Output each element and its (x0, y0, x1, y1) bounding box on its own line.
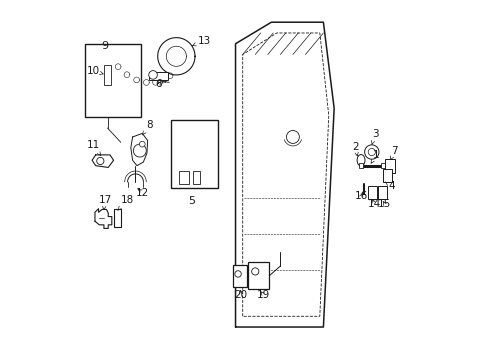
Circle shape (97, 157, 104, 165)
Bar (171, 121, 217, 188)
Text: 15: 15 (377, 199, 390, 209)
Bar (367, 186, 376, 199)
Bar (85, 44, 140, 117)
Text: 8: 8 (142, 120, 153, 135)
Bar (385, 159, 394, 173)
Bar (247, 262, 268, 289)
Text: 1: 1 (370, 150, 379, 163)
Bar (382, 169, 391, 182)
Circle shape (367, 148, 375, 156)
Text: 16: 16 (354, 191, 367, 201)
Text: 14: 14 (367, 199, 380, 209)
Text: 20: 20 (234, 290, 247, 300)
Bar (114, 210, 121, 226)
Bar (233, 265, 247, 287)
Ellipse shape (356, 154, 364, 166)
Bar (148, 72, 168, 80)
Bar (192, 171, 200, 184)
Text: 5: 5 (188, 196, 195, 206)
Bar (359, 163, 362, 168)
Circle shape (286, 131, 299, 143)
Text: 12: 12 (136, 188, 149, 198)
Circle shape (234, 271, 241, 277)
Text: 18: 18 (118, 195, 134, 210)
Circle shape (148, 71, 157, 79)
Bar (179, 171, 189, 184)
Text: 13: 13 (192, 36, 211, 46)
Text: 17: 17 (99, 195, 112, 210)
Circle shape (251, 268, 258, 275)
Text: 2: 2 (351, 141, 358, 156)
Text: 10: 10 (86, 66, 103, 76)
Text: 3: 3 (371, 129, 378, 144)
Circle shape (133, 144, 146, 157)
Text: 11: 11 (86, 140, 101, 156)
Bar (104, 65, 111, 85)
Text: 9: 9 (101, 41, 108, 51)
Bar (381, 163, 384, 168)
Text: 6: 6 (155, 80, 162, 90)
Circle shape (139, 141, 145, 147)
Bar (378, 186, 386, 199)
Text: 7: 7 (389, 146, 397, 159)
Text: 19: 19 (257, 290, 270, 300)
Circle shape (364, 145, 378, 159)
Text: 4: 4 (385, 181, 394, 191)
